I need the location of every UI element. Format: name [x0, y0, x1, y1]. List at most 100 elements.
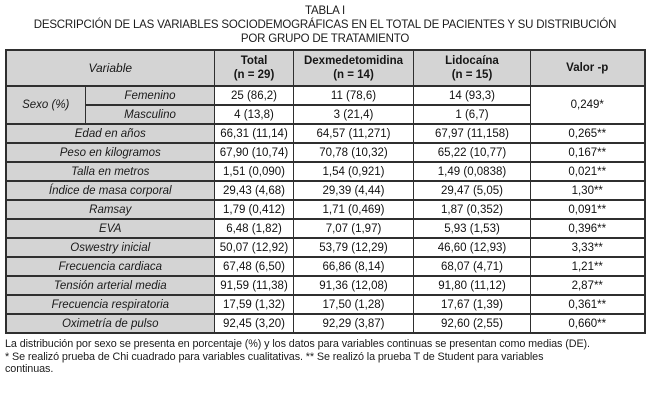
table-heading-line1: DESCRIPCIÓN DE LAS VARIABLES SOCIODEMOGR…	[33, 19, 617, 31]
value-cell-pvalue: 0,167**	[530, 142, 645, 163]
variable-label-cell: Tensión arterial media	[5, 275, 215, 296]
value-cell-dexmedetomidina: 11 (78,6)	[293, 85, 414, 106]
table-row: Ramsay 1,79 (0,412) 1,71 (0,469) 1,87 (0…	[5, 199, 645, 220]
table-row: EVA 6,48 (1,82) 7,07 (1,97) 5,93 (1,53) …	[5, 218, 645, 239]
value-cell-lidocaina: 92,60 (2,55)	[413, 313, 531, 334]
value-cell-dexmedetomidina: 70,78 (10,32)	[293, 142, 414, 163]
value-cell-dexmedetomidina: 92,29 (3,87)	[293, 313, 414, 334]
value-cell-dexmedetomidina: 17,50 (1,28)	[293, 294, 414, 315]
variable-label-cell-sexo: Sexo (%)	[5, 85, 86, 125]
table-title-block: TABLA I DESCRIPCIÓN DE LAS VARIABLES SOC…	[0, 0, 650, 46]
value-cell-total: 1,79 (0,412)	[214, 199, 294, 220]
col-header-pvalue: Valor -p	[530, 49, 645, 87]
table-row: Frecuencia respiratoria 17,59 (1,32) 17,…	[5, 294, 645, 315]
value-cell-pvalue: 0,361**	[530, 294, 645, 315]
variable-label-cell: Talla en metros	[5, 161, 215, 182]
value-cell-lidocaina: 91,80 (11,12)	[413, 275, 531, 296]
table-row: Peso en kilogramos 67,90 (10,74) 70,78 (…	[5, 142, 645, 163]
variable-label-cell: Oximetría de pulso	[5, 313, 215, 334]
value-cell-dexmedetomidina: 7,07 (1,97)	[293, 218, 414, 239]
variable-label-cell: Peso en kilogramos	[5, 142, 215, 163]
value-cell-lidocaina: 68,07 (4,71)	[413, 256, 531, 277]
col-header-total-n: (n = 29)	[233, 69, 275, 81]
value-cell-pvalue: 0,091**	[530, 199, 645, 220]
data-table: Variable Total (n = 29) Dexmedetomidina …	[4, 49, 646, 334]
value-cell-dexmedetomidina: 3 (21,4)	[293, 104, 414, 125]
value-cell-total: 50,07 (12,92)	[214, 237, 294, 258]
table-row: Oswestry inicial 50,07 (12,92) 53,79 (12…	[5, 237, 645, 258]
value-cell-lidocaina: 1,87 (0,352)	[413, 199, 531, 220]
value-cell-total: 17,59 (1,32)	[214, 294, 294, 315]
value-cell-dexmedetomidina: 53,79 (12,29)	[293, 237, 414, 258]
table-row: Índice de masa corporal 29,43 (4,68) 29,…	[5, 180, 645, 201]
col-header-total-label: Total	[240, 55, 268, 67]
value-cell-pvalue: 2,87**	[530, 275, 645, 296]
value-cell-lidocaina: 5,93 (1,53)	[413, 218, 531, 239]
value-cell-total: 92,45 (3,20)	[214, 313, 294, 334]
col-header-total: Total (n = 29)	[214, 49, 294, 87]
value-cell-lidocaina: 14 (93,3)	[413, 85, 531, 106]
footnote-line1: La distribución por sexo se presenta en …	[5, 338, 590, 350]
value-cell-pvalue: 1,30**	[530, 180, 645, 201]
value-cell-total: 4 (13,8)	[214, 104, 294, 125]
value-cell-lidocaina: 67,97 (11,158)	[413, 123, 531, 144]
col-header-lidocaina-n: (n = 15)	[451, 69, 493, 81]
value-cell-dexmedetomidina: 29,39 (4,44)	[293, 180, 414, 201]
value-cell-pvalue: 3,33**	[530, 237, 645, 258]
variable-label-cell: Índice de masa corporal	[5, 180, 215, 201]
value-cell-total: 91,59 (11,38)	[214, 275, 294, 296]
col-header-dexmedetomidina-label: Dexmedetomidina	[303, 55, 404, 67]
col-header-dexmedetomidina: Dexmedetomidina (n = 14)	[293, 49, 414, 87]
value-cell-dexmedetomidina: 64,57 (11,271)	[293, 123, 414, 144]
col-header-variable: Variable	[5, 49, 215, 87]
value-cell-total: 25 (86,2)	[214, 85, 294, 106]
value-cell-pvalue: 0,396**	[530, 218, 645, 239]
value-cell-pvalue: 0,265**	[530, 123, 645, 144]
table-row: Tensión arterial media 91,59 (11,38) 91,…	[5, 275, 645, 296]
value-cell-lidocaina: 1,49 (0,0838)	[413, 161, 531, 182]
value-cell-total: 67,48 (6,50)	[214, 256, 294, 277]
value-cell-dexmedetomidina: 66,86 (8,14)	[293, 256, 414, 277]
value-cell-total: 67,90 (10,74)	[214, 142, 294, 163]
variable-label-cell: Oswestry inicial	[5, 237, 215, 258]
variable-label-cell: EVA	[5, 218, 215, 239]
value-cell-pvalue-sexo: 0,249*	[530, 85, 645, 125]
value-cell-dexmedetomidina: 1,54 (0,921)	[293, 161, 414, 182]
value-cell-total: 1,51 (0,090)	[214, 161, 294, 182]
table-footnote: La distribución por sexo se presenta en …	[5, 338, 645, 376]
variable-label-cell: Edad en años	[5, 123, 215, 144]
value-cell-lidocaina: 1 (6,7)	[413, 104, 531, 125]
col-header-lidocaina-label: Lidocaína	[445, 55, 499, 67]
table-row: Oximetría de pulso 92,45 (3,20) 92,29 (3…	[5, 313, 645, 334]
header-row: Variable Total (n = 29) Dexmedetomidina …	[5, 49, 645, 87]
variable-label-cell: Frecuencia respiratoria	[5, 294, 215, 315]
variable-label-cell: Ramsay	[5, 199, 215, 220]
value-cell-pvalue: 1,21**	[530, 256, 645, 277]
value-cell-total: 6,48 (1,82)	[214, 218, 294, 239]
col-header-dexmedetomidina-n: (n = 14)	[333, 69, 374, 81]
table-row-sexo-femenino: Sexo (%) Femenino 25 (86,2) 11 (78,6) 14…	[5, 85, 645, 125]
table-heading-line2: POR GRUPO DE TRATAMIENTO	[240, 33, 410, 45]
table-number: TABLA I	[305, 5, 345, 17]
value-cell-total: 29,43 (4,68)	[214, 180, 294, 201]
value-cell-pvalue: 0,660**	[530, 313, 645, 334]
value-cell-total: 66,31 (11,14)	[214, 123, 294, 144]
table-row: Talla en metros 1,51 (0,090) 1,54 (0,921…	[5, 161, 645, 182]
variable-label-cell: Frecuencia cardiaca	[5, 256, 215, 277]
table-row: Frecuencia cardiaca 67,48 (6,50) 66,86 (…	[5, 256, 645, 277]
value-cell-dexmedetomidina: 91,36 (12,08)	[293, 275, 414, 296]
value-cell-lidocaina: 65,22 (10,77)	[413, 142, 531, 163]
footnote-line3: continuas.	[5, 363, 54, 375]
col-header-lidocaina: Lidocaína (n = 15)	[413, 49, 531, 87]
sub-label-cell-femenino: Femenino	[85, 85, 215, 106]
value-cell-lidocaina: 46,60 (12,93)	[413, 237, 531, 258]
table-row: Edad en años 66,31 (11,14) 64,57 (11,271…	[5, 123, 645, 144]
value-cell-pvalue: 0,021**	[530, 161, 645, 182]
sub-label-cell-masculino: Masculino	[85, 104, 215, 125]
value-cell-dexmedetomidina: 1,71 (0,469)	[293, 199, 414, 220]
table-row-sexo-masculino: Masculino 4 (13,8) 3 (21,4) 1 (6,7)	[6, 104, 645, 125]
footnote-line2: * Se realizó prueba de Chi cuadrado para…	[5, 350, 544, 363]
value-cell-lidocaina: 17,67 (1,39)	[413, 294, 531, 315]
value-cell-lidocaina: 29,47 (5,05)	[413, 180, 531, 201]
